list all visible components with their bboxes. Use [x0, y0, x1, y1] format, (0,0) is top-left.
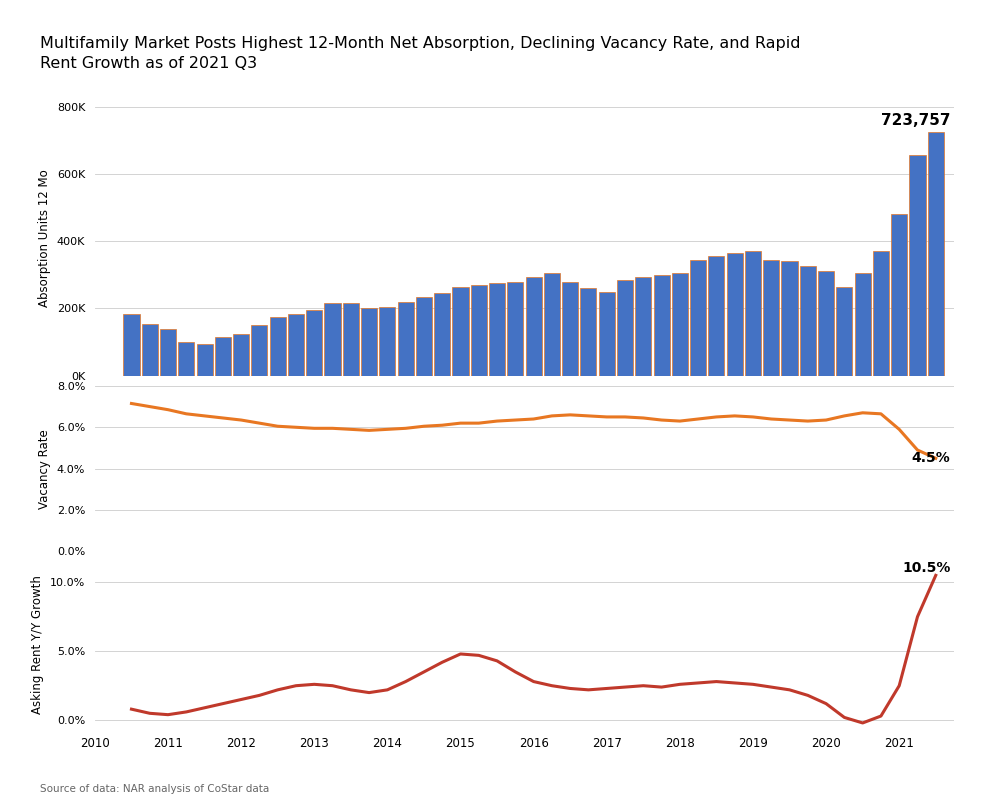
Bar [635, 276, 651, 376]
Bar [270, 317, 286, 376]
Y-axis label: Asking Rent Y/Y Growth: Asking Rent Y/Y Growth [31, 575, 44, 714]
Bar [763, 260, 779, 376]
Bar [380, 307, 396, 376]
Bar [325, 304, 341, 376]
Bar [435, 293, 451, 376]
Bar [160, 328, 176, 376]
Bar [580, 288, 596, 376]
Bar [453, 287, 469, 376]
Bar [490, 284, 505, 376]
Bar [307, 310, 323, 376]
Bar [891, 214, 907, 376]
Bar [178, 342, 195, 376]
Bar [653, 275, 669, 376]
Bar [818, 272, 834, 376]
Text: 10.5%: 10.5% [902, 562, 950, 575]
Text: Multifamily Market Posts Highest 12-Month Net Absorption, Declining Vacancy Rate: Multifamily Market Posts Highest 12-Mont… [40, 36, 800, 71]
Bar [288, 313, 304, 376]
Bar [525, 276, 541, 376]
Bar [617, 280, 633, 376]
Text: 4.5%: 4.5% [912, 451, 950, 465]
Y-axis label: Vacancy Rate: Vacancy Rate [38, 429, 51, 508]
Bar [343, 304, 359, 376]
Bar [197, 344, 213, 376]
Bar [507, 281, 523, 376]
Bar [398, 302, 414, 376]
Bar [471, 285, 487, 376]
Bar [671, 273, 688, 376]
Y-axis label: Absorption Units 12 Mo: Absorption Units 12 Mo [38, 169, 51, 307]
Bar [928, 133, 944, 376]
Text: 723,757: 723,757 [881, 113, 950, 129]
Bar [800, 266, 816, 376]
Bar [233, 334, 249, 376]
Bar [708, 256, 724, 376]
Bar [142, 324, 158, 376]
Bar [543, 273, 559, 376]
Bar [252, 325, 268, 376]
Bar [854, 273, 871, 376]
Bar [416, 296, 432, 376]
Bar [781, 261, 797, 376]
Bar [598, 292, 614, 376]
Bar [690, 260, 706, 376]
Bar [836, 287, 852, 376]
Bar [215, 337, 231, 376]
Bar [726, 253, 742, 376]
Bar [909, 155, 925, 376]
Bar [745, 251, 761, 376]
Bar [562, 281, 578, 376]
Bar [361, 308, 378, 376]
Text: Source of data: NAR analysis of CoStar data: Source of data: NAR analysis of CoStar d… [40, 784, 269, 794]
Bar [873, 251, 889, 376]
Bar [124, 313, 140, 376]
